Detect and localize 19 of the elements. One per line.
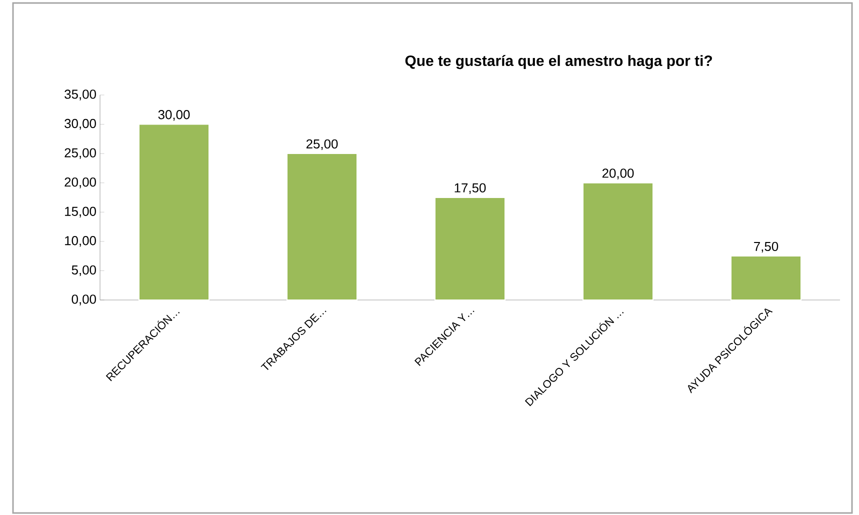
y-tick-label: 0,00	[72, 294, 96, 306]
data-label: 30,00	[158, 110, 190, 121]
y-tick-label: 35,00	[64, 90, 96, 100]
data-label: 25,00	[306, 139, 338, 150]
bar	[138, 124, 210, 300]
data-label: 20,00	[602, 168, 634, 180]
chart-title: Que te gustaría que el amestro haga por ti?	[405, 54, 712, 70]
bar	[582, 182, 654, 300]
y-tick-label: 25,00	[64, 148, 96, 159]
y-tick-label: 15,00	[65, 206, 96, 218]
y-tick-label: 5,00	[72, 265, 96, 276]
y-tick-label: 10,00	[65, 236, 96, 247]
bar	[730, 256, 802, 300]
y-tick-label: 20,00	[64, 177, 96, 188]
y-tick-label: 30,00	[64, 118, 96, 130]
bar	[286, 153, 358, 300]
bar	[434, 196, 506, 300]
data-label: 7,50	[754, 242, 778, 253]
data-label: 17,50	[454, 183, 486, 194]
